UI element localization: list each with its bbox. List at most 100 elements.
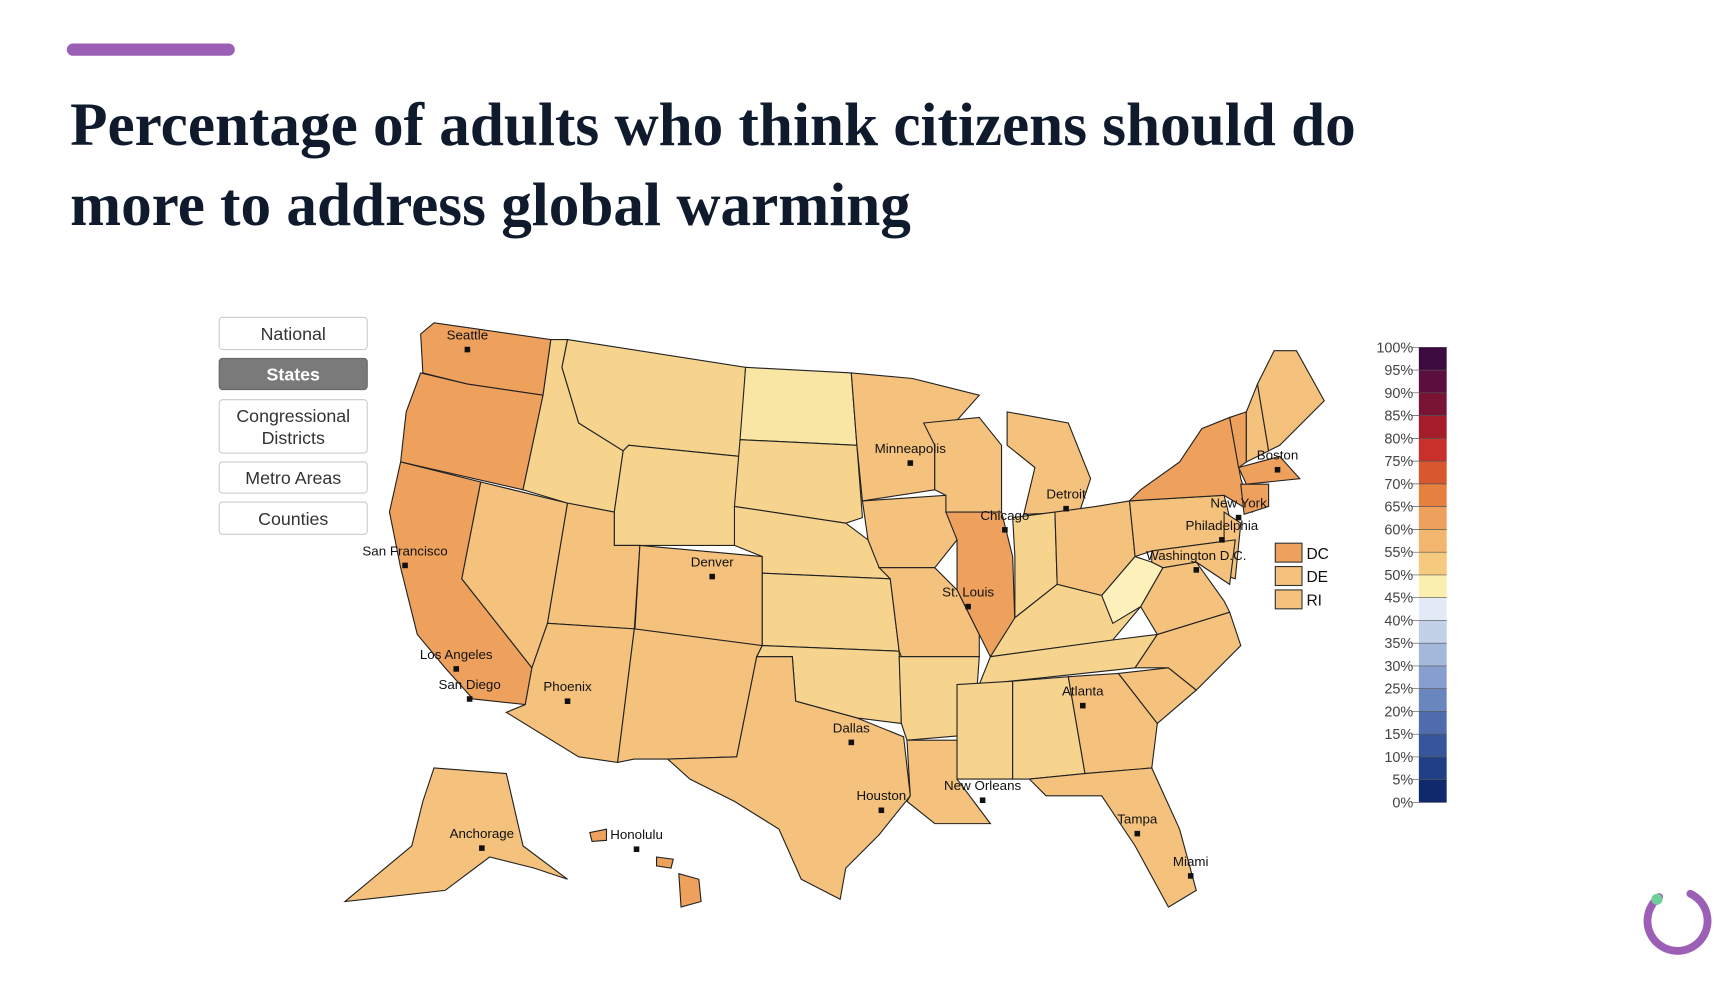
state (343, 767, 568, 903)
legend-swatch (1418, 779, 1447, 803)
state (1237, 455, 1301, 485)
button-label[interactable]: Counties (258, 509, 328, 529)
small-state-box (1274, 566, 1303, 587)
city-dot (564, 698, 571, 704)
legend-label: 75% (1384, 454, 1413, 470)
city-dot (402, 562, 408, 569)
button-label[interactable]: Congressional (236, 406, 350, 426)
legend-swatch (1418, 483, 1447, 507)
map-button[interactable]: States (218, 357, 368, 391)
state (733, 439, 864, 524)
small-state-label: DE (1306, 569, 1328, 586)
legend-label: 55% (1384, 545, 1413, 561)
state (589, 828, 608, 843)
button-label[interactable]: Metro Areas (245, 468, 341, 488)
legend-swatch (1418, 552, 1447, 575)
title-line: more to address global warming (70, 171, 911, 239)
state (613, 444, 741, 546)
legend-label: 100% (1376, 340, 1413, 356)
legend-swatch (1418, 734, 1447, 757)
legend-label: 95% (1384, 363, 1413, 379)
state (656, 856, 674, 869)
city-dot (466, 696, 473, 702)
state (1151, 539, 1236, 586)
city-dot (907, 460, 914, 466)
state (666, 656, 911, 901)
legend-label: 5% (1392, 773, 1413, 789)
city-dot (464, 346, 471, 353)
us-map: Seattle Minneapolis Chicago Detroit Boston Ne… (343, 322, 1325, 908)
button-box[interactable] (218, 357, 368, 391)
city-label: Honolulu (610, 827, 663, 842)
city-label: Denver (691, 555, 735, 570)
accent-bar (66, 43, 235, 56)
city-dot (1187, 873, 1194, 879)
city-dot (1274, 466, 1281, 473)
city-label: New Orleans (944, 778, 1021, 793)
city-label: Los Angeles (420, 647, 493, 662)
legend-swatch (1418, 620, 1447, 644)
button-label[interactable]: Districts (262, 428, 325, 448)
city-label: Atlanta (1062, 684, 1104, 699)
city-label: Tampa (1117, 812, 1158, 827)
map-button[interactable]: National (218, 316, 368, 351)
city-label: Miami (1173, 854, 1209, 869)
city-dot (709, 573, 715, 580)
legend-label: 45% (1384, 591, 1413, 607)
state (678, 872, 702, 908)
small-state-label: DC (1306, 546, 1328, 563)
city-label: St. Louis (942, 585, 994, 600)
legend-swatch (1418, 529, 1447, 553)
button-label[interactable]: States (267, 365, 321, 385)
city-dot (1193, 567, 1200, 573)
logo-arc (1643, 889, 1712, 955)
small-state-box (1274, 589, 1303, 610)
city-label: Boston (1257, 448, 1299, 463)
map-button[interactable]: Metro Areas (218, 461, 368, 494)
city-dot (479, 845, 485, 851)
state (1128, 416, 1253, 514)
title-line: Percentage of adults who think citizens … (70, 91, 1356, 159)
button-box[interactable] (218, 399, 368, 454)
city-label: San Diego (438, 677, 500, 692)
city-label: Houston (857, 788, 907, 803)
legend-swatch (1418, 665, 1447, 689)
legend-swatch (1418, 370, 1447, 393)
legend-swatch (1418, 711, 1447, 735)
state (1067, 672, 1158, 775)
legend-label: 10% (1384, 750, 1413, 766)
button-box[interactable] (218, 316, 368, 351)
city-label: Detroit (1046, 487, 1086, 502)
city-label: Philadelphia (1186, 518, 1259, 533)
city-dot (979, 797, 986, 804)
legend-swatch (1418, 392, 1447, 416)
legend-swatch (1418, 461, 1447, 484)
city-dot (1002, 527, 1008, 533)
legend-label: 85% (1384, 409, 1413, 425)
legend-swatch (1418, 756, 1447, 780)
legend-swatch (1418, 415, 1447, 439)
city-dot (1079, 702, 1086, 709)
city-dot (1063, 505, 1069, 512)
legend-label: 35% (1384, 636, 1413, 652)
button-label[interactable]: National (261, 324, 326, 344)
legend-swatch (1418, 438, 1447, 462)
state (739, 366, 858, 446)
city-label: New York (1210, 496, 1267, 511)
legend-label: 30% (1384, 659, 1413, 675)
state (1240, 483, 1270, 515)
city-label: San Francisco (362, 543, 447, 558)
legend-swatch (1418, 643, 1447, 666)
city-dot (965, 603, 971, 610)
button-box[interactable] (218, 461, 368, 494)
map-button[interactable]: Counties (218, 501, 368, 535)
legend-swatch (1418, 506, 1447, 530)
state (761, 572, 900, 652)
button-box[interactable] (218, 501, 368, 535)
legend-swatch (1418, 688, 1447, 712)
logo-dot (1651, 893, 1663, 905)
city-label: Minneapolis (875, 441, 947, 456)
city-label: Seattle (447, 328, 489, 343)
